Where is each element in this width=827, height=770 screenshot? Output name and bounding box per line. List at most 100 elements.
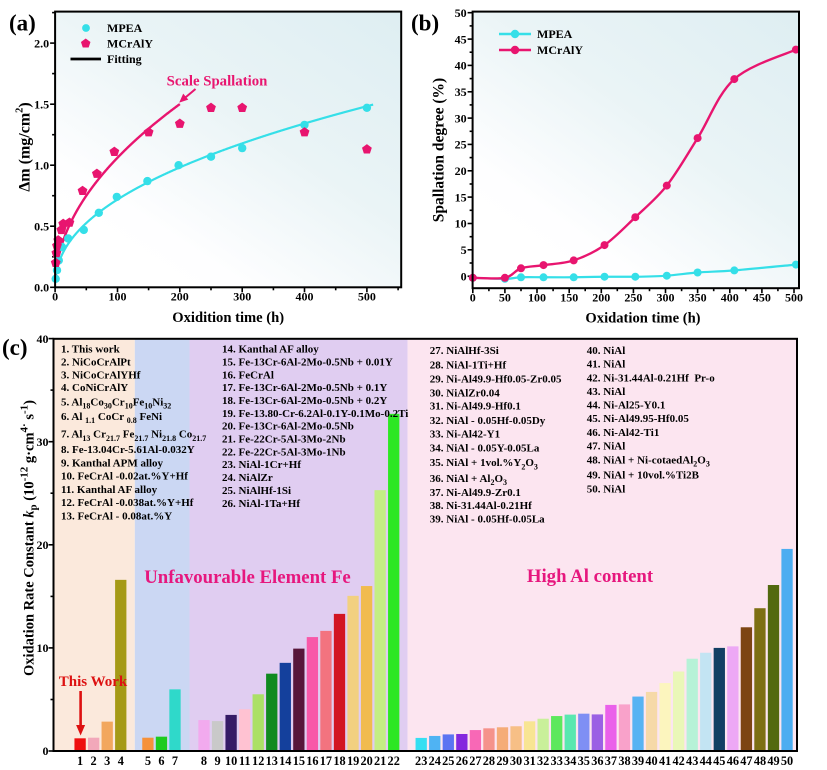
- svg-text:MCrAlY: MCrAlY: [537, 43, 583, 57]
- svg-text:150: 150: [560, 290, 578, 304]
- svg-text:12. FeCrAl -0.038at.%Y+Hf: 12. FeCrAl -0.038at.%Y+Hf: [61, 497, 194, 509]
- svg-text:39: 39: [632, 754, 644, 768]
- svg-text:28: 28: [483, 754, 495, 768]
- svg-text:300: 300: [233, 290, 251, 304]
- svg-text:24. NiAlZr: 24. NiAlZr: [222, 472, 273, 484]
- svg-text:13: 13: [266, 754, 278, 768]
- svg-text:2. NiCoCrAlPt: 2. NiCoCrAlPt: [61, 356, 131, 368]
- svg-text:34. NiAl - 0.05Y-0.05La: 34. NiAl - 0.05Y-0.05La: [430, 442, 540, 454]
- svg-text:500: 500: [785, 290, 803, 304]
- svg-text:200: 200: [171, 290, 189, 304]
- svg-text:450: 450: [753, 290, 771, 304]
- svg-text:20. Fe-13Cr-6Al-2Mo-0.5Nb: 20. Fe-13Cr-6Al-2Mo-0.5Nb: [222, 421, 354, 433]
- svg-text:17: 17: [320, 754, 332, 768]
- svg-text:9. Kanthal APM alloy: 9. Kanthal APM alloy: [61, 457, 164, 469]
- svg-text:28. NiAl-1Ti+Hf: 28. NiAl-1Ti+Hf: [430, 359, 507, 371]
- svg-text:20: 20: [360, 754, 372, 768]
- svg-text:3: 3: [104, 754, 110, 768]
- svg-text:50: 50: [499, 290, 511, 304]
- svg-text:9: 9: [215, 754, 221, 768]
- svg-text:41. NiAl: 41. NiAl: [587, 359, 626, 371]
- svg-text:11: 11: [239, 754, 251, 768]
- svg-text:0: 0: [461, 269, 467, 283]
- svg-text:26. NiAl-1Ta+Hf: 26. NiAl-1Ta+Hf: [222, 498, 300, 510]
- svg-text:2.0: 2.0: [34, 36, 49, 50]
- svg-text:44: 44: [700, 754, 712, 768]
- svg-text:33: 33: [551, 754, 563, 768]
- svg-text:MPEA: MPEA: [537, 27, 573, 41]
- svg-text:15: 15: [455, 190, 467, 204]
- svg-text:25. NiAlHf-1Si: 25. NiAlHf-1Si: [222, 485, 291, 497]
- svg-text:5: 5: [461, 243, 467, 257]
- svg-text:45: 45: [713, 754, 725, 768]
- svg-text:30: 30: [455, 111, 467, 125]
- svg-text:Oxidation Rate Constant kp (10: Oxidation Rate Constant kp (10-12 g·cm4·…: [19, 400, 40, 676]
- svg-text:0: 0: [470, 290, 476, 304]
- svg-text:15. Fe-13Cr-6Al-2Mo-0.5Nb + 0.: 15. Fe-13Cr-6Al-2Mo-0.5Nb + 0.01Y: [222, 357, 393, 369]
- svg-text:4: 4: [118, 754, 124, 768]
- svg-text:7: 7: [172, 754, 178, 768]
- svg-text:16: 16: [306, 754, 318, 768]
- svg-text:50: 50: [781, 754, 793, 768]
- svg-text:1.5: 1.5: [34, 97, 49, 111]
- svg-text:8: 8: [201, 754, 207, 768]
- svg-text:100: 100: [109, 290, 127, 304]
- svg-text:36: 36: [591, 754, 603, 768]
- svg-text:47: 47: [740, 754, 752, 768]
- svg-text:15: 15: [293, 754, 305, 768]
- svg-text:40. NiAl: 40. NiAl: [587, 345, 626, 357]
- svg-text:30: 30: [510, 754, 522, 768]
- svg-text:Oxidation time (h): Oxidation time (h): [585, 311, 700, 327]
- svg-text:19: 19: [347, 754, 359, 768]
- svg-text:0.0: 0.0: [34, 281, 49, 295]
- svg-text:35: 35: [578, 754, 590, 768]
- svg-text:400: 400: [296, 290, 314, 304]
- svg-text:250: 250: [624, 290, 642, 304]
- svg-text:Unfavourable Element Fe: Unfavourable Element Fe: [144, 567, 351, 588]
- svg-text:40: 40: [455, 59, 467, 73]
- svg-text:43. NiAl: 43. NiAl: [587, 386, 626, 398]
- svg-text:30. NiAlZr0.04: 30. NiAlZr0.04: [430, 388, 500, 400]
- svg-text:17. Fe-13Cr-6Al-2Mo-0.5Nb + 0.: 17. Fe-13Cr-6Al-2Mo-0.5Nb + 0.1Y: [222, 382, 387, 394]
- svg-text:16. FeCrAl: 16. FeCrAl: [222, 369, 274, 381]
- svg-text:22: 22: [388, 754, 400, 768]
- svg-text:Spallation degree (%): Spallation degree (%): [431, 78, 448, 222]
- svg-text:500: 500: [358, 290, 376, 304]
- svg-text:46: 46: [727, 754, 739, 768]
- svg-text:10: 10: [37, 641, 49, 655]
- svg-text:34: 34: [564, 754, 576, 768]
- svg-text:37: 37: [605, 754, 617, 768]
- svg-text:Oxidition time (h): Oxidition time (h): [172, 310, 284, 326]
- svg-text:12: 12: [252, 754, 264, 768]
- svg-text:21: 21: [374, 754, 386, 768]
- svg-text:25: 25: [455, 138, 467, 152]
- svg-text:24: 24: [429, 754, 441, 768]
- svg-text:14: 14: [279, 754, 291, 768]
- svg-text:High Al content: High Al content: [527, 566, 654, 587]
- svg-text:8. Fe-13.04Cr-5.61Al-0.032Y: 8. Fe-13.04Cr-5.61Al-0.032Y: [61, 444, 195, 456]
- svg-text:37. Ni-Al49.9-Zr0.1: 37. Ni-Al49.9-Zr0.1: [430, 487, 521, 499]
- svg-text:5: 5: [145, 754, 151, 768]
- svg-text:30: 30: [37, 435, 49, 449]
- svg-text:31. Ni-Al49.9-Hf0.1: 31. Ni-Al49.9-Hf0.1: [430, 401, 521, 413]
- svg-text:42: 42: [672, 754, 684, 768]
- svg-text:(c): (c): [2, 335, 28, 360]
- svg-text:19. Fe-13.80-Cr-6.2Al-0.1Y-0.1: 19. Fe-13.80-Cr-6.2Al-0.1Y-0.1Mo-0.2Ti: [222, 408, 408, 420]
- svg-text:49: 49: [767, 754, 779, 768]
- svg-text:Fitting: Fitting: [107, 52, 142, 66]
- svg-text:29: 29: [496, 754, 508, 768]
- svg-text:18. Fe-13Cr-6Al-2Mo-0.5Nb + 0.: 18. Fe-13Cr-6Al-2Mo-0.5Nb + 0.2Y: [222, 395, 387, 407]
- svg-text:3. NiCoCrAlYHf: 3. NiCoCrAlYHf: [61, 369, 141, 381]
- svg-text:25: 25: [442, 754, 454, 768]
- svg-text:MCrAlY: MCrAlY: [107, 37, 153, 51]
- svg-text:1. This work: 1. This work: [61, 344, 121, 356]
- svg-text:38. Ni-31.44Al-0.21Hf: 38. Ni-31.44Al-0.21Hf: [430, 500, 532, 512]
- svg-text:33. Ni-Al42-Y1: 33. Ni-Al42-Y1: [430, 429, 500, 441]
- svg-text:27. NiAlHf-3Si: 27. NiAlHf-3Si: [430, 345, 499, 357]
- svg-text:27: 27: [469, 754, 481, 768]
- svg-text:47. NiAl: 47. NiAl: [587, 440, 626, 452]
- svg-text:11. Kanthal AF alloy: 11. Kanthal AF alloy: [61, 484, 158, 496]
- svg-text:50. NiAl: 50. NiAl: [587, 483, 626, 495]
- svg-text:14. Kanthal AF alloy: 14. Kanthal AF alloy: [222, 344, 319, 356]
- svg-text:This Work: This Work: [59, 674, 128, 690]
